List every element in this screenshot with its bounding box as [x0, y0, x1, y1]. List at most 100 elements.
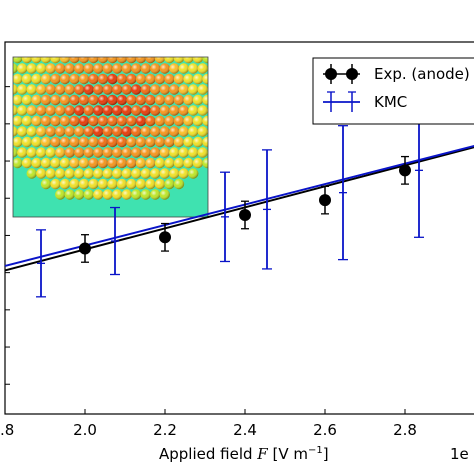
- atom-shade: [154, 57, 166, 64]
- x-axis-label: Applied field F [V m−1]: [159, 445, 329, 463]
- atom-shade: [50, 136, 61, 148]
- atom-shade: [26, 147, 37, 158]
- atom-shade: [164, 57, 175, 64]
- atom-shade: [188, 168, 199, 179]
- atom-shade: [169, 105, 180, 116]
- atom-shade: [50, 94, 61, 106]
- atom-shade: [21, 115, 33, 127]
- atom-shade: [78, 57, 90, 64]
- atom-shade: [188, 126, 199, 137]
- kmc-point-4: [338, 125, 348, 261]
- atom-shade: [64, 63, 75, 74]
- atom-shade: [45, 105, 56, 116]
- atom-shade: [13, 147, 18, 158]
- atom-shade: [197, 147, 208, 158]
- atom-shade: [173, 157, 185, 169]
- atom-shade: [116, 178, 128, 190]
- atom-shade: [159, 168, 170, 179]
- atom-shade: [197, 126, 208, 137]
- atom-shade: [13, 115, 23, 127]
- atom-shade: [207, 107, 208, 114]
- atom-shade: [145, 94, 156, 106]
- atom-shade: [112, 63, 123, 74]
- atom-shade: [31, 115, 42, 127]
- atom-shade: [88, 73, 99, 85]
- atom-shade: [173, 115, 185, 127]
- atom-shade: [78, 94, 90, 106]
- atom-shade: [13, 84, 18, 95]
- atom-shade: [40, 57, 52, 64]
- atom-shade: [140, 105, 151, 116]
- atom-shade: [178, 84, 189, 95]
- atom-shade: [159, 84, 170, 95]
- atom-shade: [140, 189, 151, 200]
- atom-shade: [107, 178, 118, 190]
- atom-shade: [116, 94, 128, 106]
- atom-shade: [17, 63, 28, 74]
- atom-shade: [116, 115, 128, 127]
- atom-shade: [17, 84, 28, 95]
- atom-shade: [31, 57, 42, 64]
- atom-shade: [159, 189, 170, 200]
- atom-shade: [31, 94, 42, 106]
- atom-shade: [17, 147, 28, 158]
- atom-shade: [145, 73, 156, 85]
- atom-shade: [59, 73, 71, 85]
- kmc-point-2: [220, 171, 230, 263]
- atom-shade: [45, 147, 56, 158]
- atom-shade: [45, 63, 56, 74]
- atom-shade: [64, 189, 75, 200]
- atom-shade: [36, 84, 47, 95]
- kmc-point-1: [110, 206, 120, 276]
- atom-shade: [69, 57, 80, 64]
- atom-shade: [150, 168, 161, 179]
- atom-shade: [88, 157, 99, 169]
- atom-shade: [40, 136, 52, 148]
- atom-shade: [178, 126, 189, 137]
- atom-shade: [135, 73, 147, 85]
- atom-shade: [169, 63, 180, 74]
- atom-shade: [78, 136, 90, 148]
- atom-shade: [59, 178, 71, 190]
- atom-shade: [93, 189, 104, 200]
- atom-shade: [121, 168, 132, 179]
- legend-box: [312, 57, 474, 125]
- atom-shade: [17, 126, 28, 137]
- atom-shade: [26, 63, 37, 74]
- atom-shade: [13, 119, 14, 123]
- legend-entry-kmc: KMC: [323, 91, 407, 112]
- atom-shade: [102, 84, 113, 95]
- atom-shade: [50, 178, 61, 190]
- atom-shade: [173, 178, 185, 190]
- atom-shade: [197, 84, 208, 95]
- atom-shade: [188, 105, 199, 116]
- atom-shade: [173, 73, 185, 85]
- atom: [207, 65, 208, 72]
- atom-shade: [135, 94, 147, 106]
- kmc-point-3: [262, 149, 272, 270]
- atom-shade: [192, 115, 204, 127]
- atom-shade: [69, 73, 80, 85]
- atom-shade: [36, 168, 47, 179]
- atom-shade: [131, 63, 142, 74]
- atom-shade: [13, 63, 18, 74]
- legend-entry-exp: Exp. (anode): [323, 64, 470, 84]
- atom-shade: [140, 168, 151, 179]
- atom-shade: [93, 63, 104, 74]
- atom-shade: [150, 147, 161, 158]
- atom-shade: [183, 73, 194, 85]
- atom-shade: [173, 94, 185, 106]
- atom-shade: [154, 115, 166, 127]
- atom-shade: [178, 105, 189, 116]
- data-marks: [36, 102, 424, 298]
- atom-shade: [154, 94, 166, 106]
- atom-shade: [121, 84, 132, 95]
- atom-shade: [78, 115, 90, 127]
- atom-shade: [112, 126, 123, 137]
- atom: [13, 77, 14, 81]
- atom-shade: [13, 136, 23, 148]
- atom-shade: [150, 189, 161, 200]
- atom-shade: [188, 63, 199, 74]
- atom: [207, 86, 208, 93]
